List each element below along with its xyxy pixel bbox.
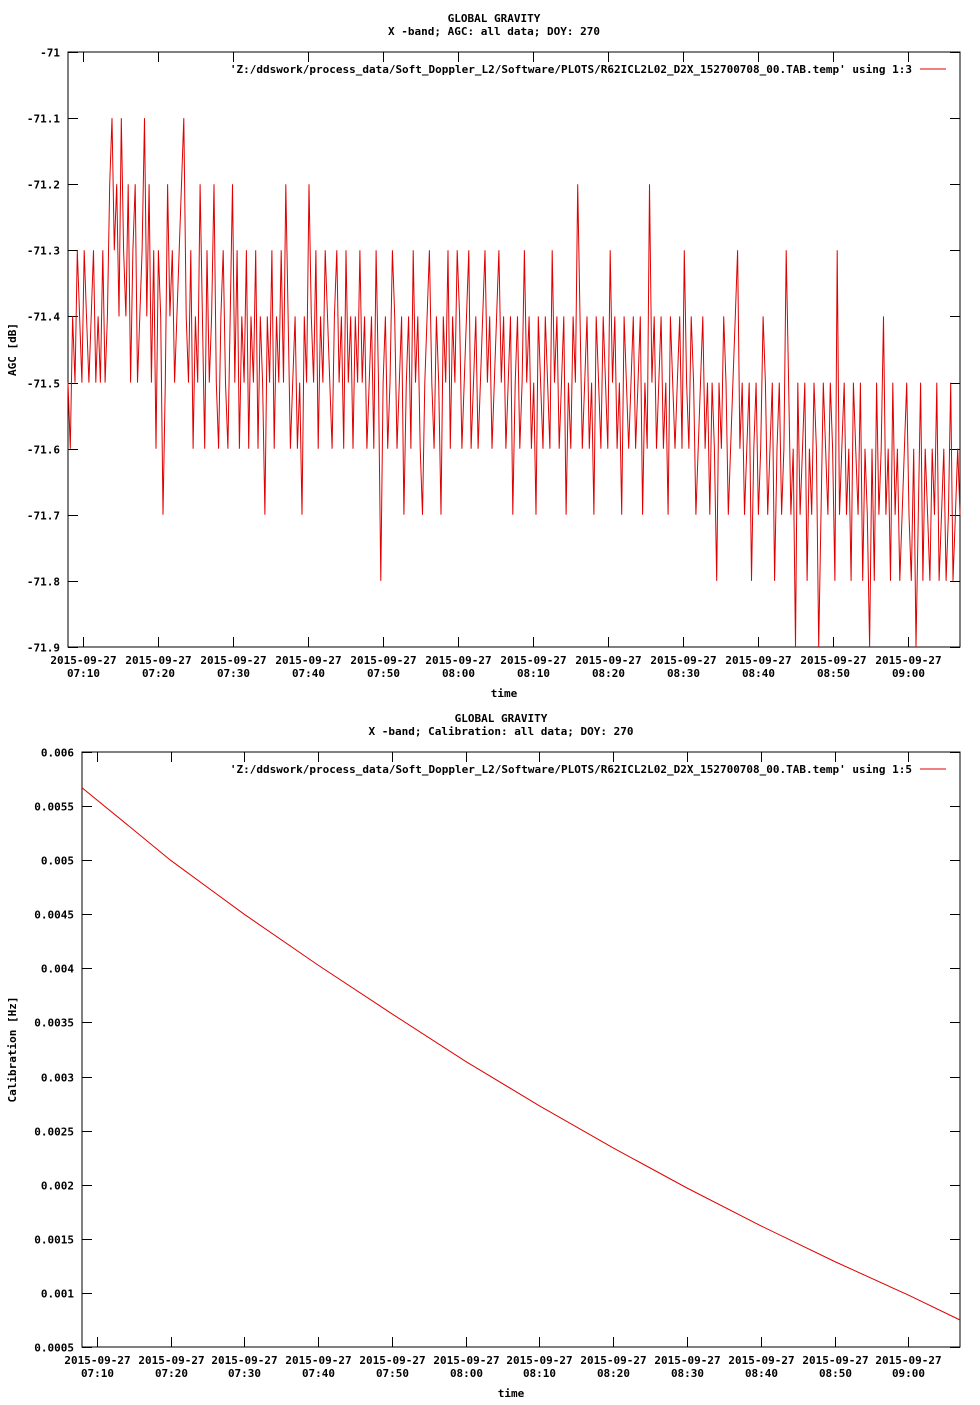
x-tick-date-label: 2015-09-27 — [802, 1354, 868, 1367]
x-axis-label: time — [491, 687, 518, 700]
chart-subtitle: X -band; AGC: all data; DOY: 270 — [388, 25, 600, 38]
x-tick-time-label: 07:10 — [81, 1367, 114, 1380]
x-tick-time-label: 08:40 — [745, 1367, 778, 1380]
x-tick-date-label: 2015-09-27 — [500, 654, 566, 667]
x-tick-time-label: 07:40 — [302, 1367, 335, 1380]
y-tick-label: 0.0055 — [34, 801, 74, 814]
x-tick-time-label: 08:30 — [667, 667, 700, 680]
y-tick-label: 0.0035 — [34, 1017, 74, 1030]
x-tick-time-label: 07:10 — [67, 667, 100, 680]
y-tick-label: 0.0045 — [34, 909, 74, 922]
x-tick-time-label: 08:20 — [597, 1367, 630, 1380]
x-tick-date-label: 2015-09-27 — [575, 654, 641, 667]
x-tick-time-label: 08:40 — [742, 667, 775, 680]
y-axis-label: AGC [dB] — [6, 323, 19, 376]
y-tick-label: 0.004 — [41, 963, 74, 976]
chart-subtitle: X -band; Calibration: all data; DOY: 270 — [369, 725, 634, 738]
legend-label: 'Z:/ddswork/process_data/Soft_Doppler_L2… — [230, 763, 912, 776]
y-tick-label: 0.002 — [41, 1180, 74, 1193]
x-tick-date-label: 2015-09-27 — [275, 654, 341, 667]
x-tick-date-label: 2015-09-27 — [875, 1354, 941, 1367]
x-tick-time-label: 09:00 — [892, 667, 925, 680]
x-tick-date-label: 2015-09-27 — [800, 654, 866, 667]
plot-area-border — [67, 51, 961, 648]
y-axis-label: Calibration [Hz] — [6, 997, 19, 1103]
plot-area-border — [81, 751, 961, 1348]
series-line — [81, 787, 961, 1321]
y-tick-label: -71.1 — [27, 113, 60, 126]
x-tick-time-label: 08:00 — [442, 667, 475, 680]
chart-title: GLOBAL GRAVITY — [448, 12, 541, 25]
x-tick-time-label: 07:40 — [292, 667, 325, 680]
series-line — [67, 118, 961, 648]
x-tick-date-label: 2015-09-27 — [350, 654, 416, 667]
x-tick-time-label: 07:50 — [376, 1367, 409, 1380]
y-tick-label: 0.0025 — [34, 1126, 74, 1139]
x-tick-date-label: 2015-09-27 — [650, 654, 716, 667]
x-tick-time-label: 07:30 — [217, 667, 250, 680]
x-tick-date-label: 2015-09-27 — [506, 1354, 572, 1367]
x-tick-time-label: 08:10 — [517, 667, 550, 680]
x-tick-date-label: 2015-09-27 — [50, 654, 116, 667]
y-tick-label: 0.003 — [41, 1072, 74, 1085]
y-tick-label: -71.5 — [27, 378, 60, 391]
x-tick-time-label: 07:30 — [228, 1367, 261, 1380]
y-tick-label: -71.7 — [27, 510, 60, 523]
x-tick-time-label: 07:20 — [155, 1367, 188, 1380]
x-tick-time-label: 09:00 — [892, 1367, 925, 1380]
x-tick-date-label: 2015-09-27 — [425, 654, 491, 667]
x-tick-time-label: 07:20 — [142, 667, 175, 680]
chart-title: GLOBAL GRAVITY — [455, 712, 548, 725]
x-tick-time-label: 08:20 — [592, 667, 625, 680]
y-tick-label: 0.005 — [41, 855, 74, 868]
x-tick-time-label: 08:30 — [671, 1367, 704, 1380]
x-tick-date-label: 2015-09-27 — [433, 1354, 499, 1367]
x-tick-date-label: 2015-09-27 — [654, 1354, 720, 1367]
y-tick-label: -71.3 — [27, 245, 60, 258]
x-tick-time-label: 08:00 — [450, 1367, 483, 1380]
x-tick-date-label: 2015-09-27 — [580, 1354, 646, 1367]
y-tick-label: -71.4 — [27, 311, 60, 324]
y-tick-label: 0.006 — [41, 747, 74, 760]
y-tick-label: -71.9 — [27, 642, 60, 655]
x-tick-time-label: 08:50 — [817, 667, 850, 680]
legend-label: 'Z:/ddswork/process_data/Soft_Doppler_L2… — [230, 63, 912, 76]
x-tick-date-label: 2015-09-27 — [138, 1354, 204, 1367]
y-tick-label: -71.2 — [27, 179, 60, 192]
x-tick-date-label: 2015-09-27 — [359, 1354, 425, 1367]
y-tick-label: -71 — [40, 47, 60, 60]
y-tick-label: -71.8 — [27, 576, 60, 589]
y-tick-label: -71.6 — [27, 444, 60, 457]
y-tick-label: 0.0005 — [34, 1342, 74, 1355]
x-tick-time-label: 07:50 — [367, 667, 400, 680]
x-tick-time-label: 08:50 — [819, 1367, 852, 1380]
x-tick-time-label: 08:10 — [523, 1367, 556, 1380]
x-tick-date-label: 2015-09-27 — [728, 1354, 794, 1367]
x-tick-date-label: 2015-09-27 — [725, 654, 791, 667]
x-tick-date-label: 2015-09-27 — [285, 1354, 351, 1367]
y-tick-label: 0.001 — [41, 1288, 74, 1301]
x-tick-date-label: 2015-09-27 — [211, 1354, 277, 1367]
x-tick-date-label: 2015-09-27 — [64, 1354, 130, 1367]
x-tick-date-label: 2015-09-27 — [200, 654, 266, 667]
x-tick-date-label: 2015-09-27 — [875, 654, 941, 667]
x-axis-label: time — [498, 1387, 525, 1400]
y-tick-label: 0.0015 — [34, 1234, 74, 1247]
x-tick-date-label: 2015-09-27 — [125, 654, 191, 667]
